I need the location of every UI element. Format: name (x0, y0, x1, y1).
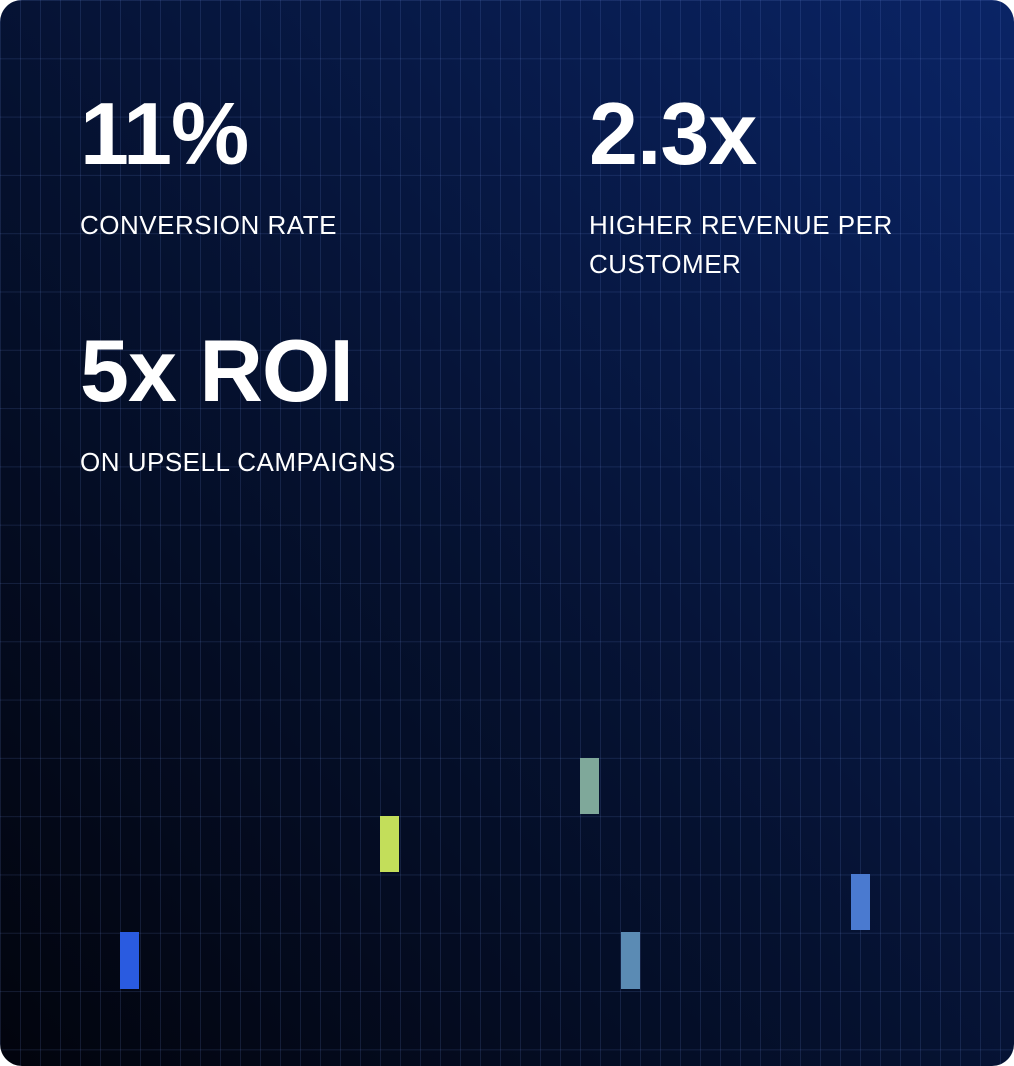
accent-block-sage (580, 758, 599, 814)
stat-value: 2.3x (589, 84, 757, 183)
accent-block-blue (120, 932, 139, 989)
accent-block-cornflower (851, 874, 870, 930)
stat-label: CONVERSION RATE (80, 210, 337, 240)
accent-block-lime (380, 816, 399, 872)
accent-block-steel (621, 932, 640, 989)
stat-conversion-rate: 11% CONVERSION RATE (80, 90, 337, 245)
stat-label: ON UPSELL CAMPAIGNS (80, 447, 396, 477)
stat-label: HIGHER REVENUE PER CUSTOMER (589, 210, 893, 279)
stat-value: 11% (80, 84, 249, 183)
stat-revenue-per-customer: 2.3x HIGHER REVENUE PER CUSTOMER (589, 90, 949, 284)
stat-value: 5x ROI (80, 321, 354, 420)
stat-roi: 5x ROI ON UPSELL CAMPAIGNS (80, 327, 396, 482)
